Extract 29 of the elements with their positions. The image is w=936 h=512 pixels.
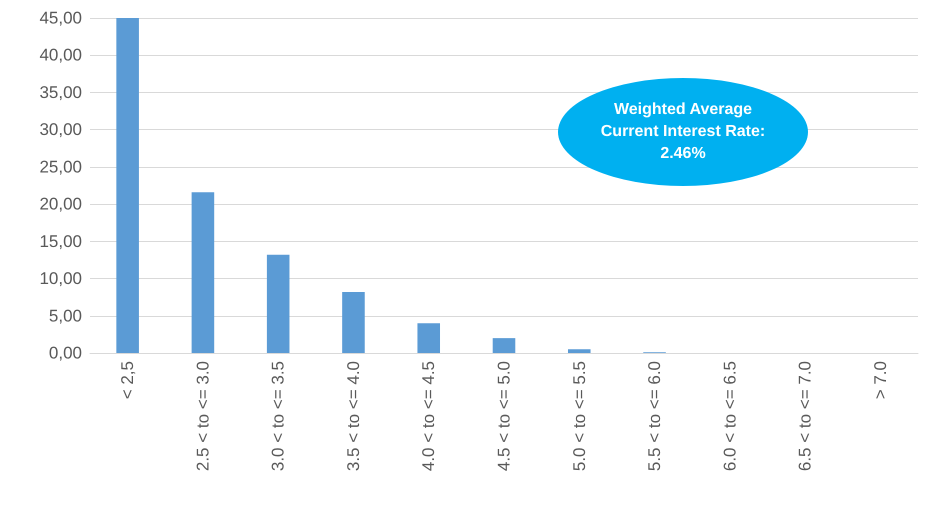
y-tick-label: 40,00 [39, 46, 82, 65]
y-tick-label: 0,00 [48, 344, 82, 362]
bar [192, 192, 214, 353]
bar [342, 292, 365, 353]
bar [116, 18, 139, 353]
x-tick-label: 2.5 < to <= 3.0 [193, 361, 212, 472]
x-tick-label: < 2,5 [118, 361, 138, 400]
y-tick-label: 20,00 [39, 194, 82, 214]
x-tick-label: 5.5 < to <= 6.0 [645, 361, 664, 472]
x-tick-label: 6.5 < to <= 7.0 [796, 361, 815, 472]
x-tick-label: 3.0 < to <= 3.5 [268, 361, 288, 472]
y-tick-label: 45,00 [39, 8, 82, 28]
ellipse-callout: Weighted Average Current Interest Rate: 2.46% [558, 78, 808, 186]
y-tick-label: 10,00 [39, 269, 82, 288]
y-tick-label: 15,00 [39, 232, 82, 251]
x-tick-label: 5.0 < to <= 5.5 [570, 361, 589, 472]
y-tick-label: 5,00 [48, 306, 82, 326]
x-tick-label: 4.0 < to <= 4.5 [419, 361, 438, 472]
bar [417, 323, 440, 353]
bar [492, 338, 516, 353]
x-tick-label: 4.5 < to <= 5.0 [494, 361, 514, 472]
y-tick-label: 35,00 [39, 82, 82, 102]
bar [266, 254, 290, 353]
x-tick-label: > 7.0 [870, 361, 890, 400]
y-tick-label: 30,00 [39, 120, 82, 140]
bar [568, 349, 591, 353]
y-tick-label: 25,00 [39, 157, 82, 176]
x-tick-label: 3.5 < to <= 4.0 [344, 361, 363, 472]
x-tick-label: 6.0 < to <= 6.5 [720, 361, 740, 472]
